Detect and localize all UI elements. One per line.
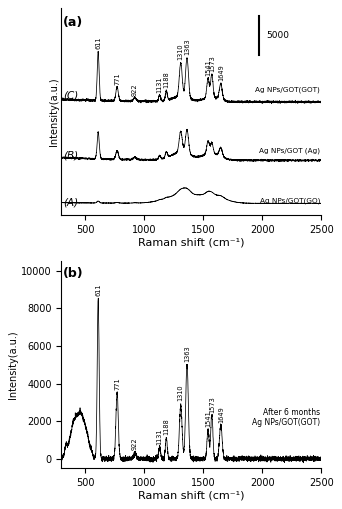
Text: 922: 922 — [132, 438, 138, 450]
Text: 1541: 1541 — [205, 411, 211, 428]
Text: (A): (A) — [63, 197, 78, 207]
Text: 1188: 1188 — [163, 71, 169, 88]
Text: 771: 771 — [114, 72, 120, 85]
Text: 5000: 5000 — [266, 31, 289, 40]
Text: 1363: 1363 — [184, 39, 190, 55]
Text: Ag NPs/GOT(GO): Ag NPs/GOT(GO) — [260, 198, 320, 204]
X-axis label: Raman shift (cm⁻¹): Raman shift (cm⁻¹) — [138, 491, 245, 501]
Text: After 6 months
Ag NPs/GOT(GOT): After 6 months Ag NPs/GOT(GOT) — [252, 408, 320, 427]
Text: 1573: 1573 — [209, 396, 215, 413]
Text: 1363: 1363 — [184, 345, 190, 361]
Text: Ag NPs/GOT (Ag): Ag NPs/GOT (Ag) — [259, 148, 320, 154]
Text: 1541: 1541 — [205, 59, 211, 76]
Text: (a): (a) — [63, 16, 83, 29]
Text: 922: 922 — [132, 83, 138, 96]
Y-axis label: Intensity(a.u.): Intensity(a.u.) — [8, 330, 18, 399]
Text: 1188: 1188 — [163, 418, 169, 435]
Text: 1131: 1131 — [157, 76, 162, 93]
Text: 1649: 1649 — [218, 64, 224, 81]
Text: 1649: 1649 — [218, 407, 224, 423]
Text: Ag NPs/GOT(GOT): Ag NPs/GOT(GOT) — [255, 87, 320, 94]
Text: 1573: 1573 — [209, 55, 215, 72]
Text: 1310: 1310 — [178, 384, 184, 401]
Y-axis label: Intensity(a.u.): Intensity(a.u.) — [49, 77, 59, 146]
Text: 611: 611 — [95, 284, 101, 296]
Text: (C): (C) — [63, 91, 78, 101]
Text: (b): (b) — [63, 267, 84, 280]
Text: 1131: 1131 — [157, 428, 162, 445]
Text: (B): (B) — [63, 151, 78, 161]
Text: 1310: 1310 — [178, 44, 184, 60]
X-axis label: Raman shift (cm⁻¹): Raman shift (cm⁻¹) — [138, 238, 245, 247]
Text: 771: 771 — [114, 377, 120, 390]
Text: 611: 611 — [95, 37, 101, 49]
